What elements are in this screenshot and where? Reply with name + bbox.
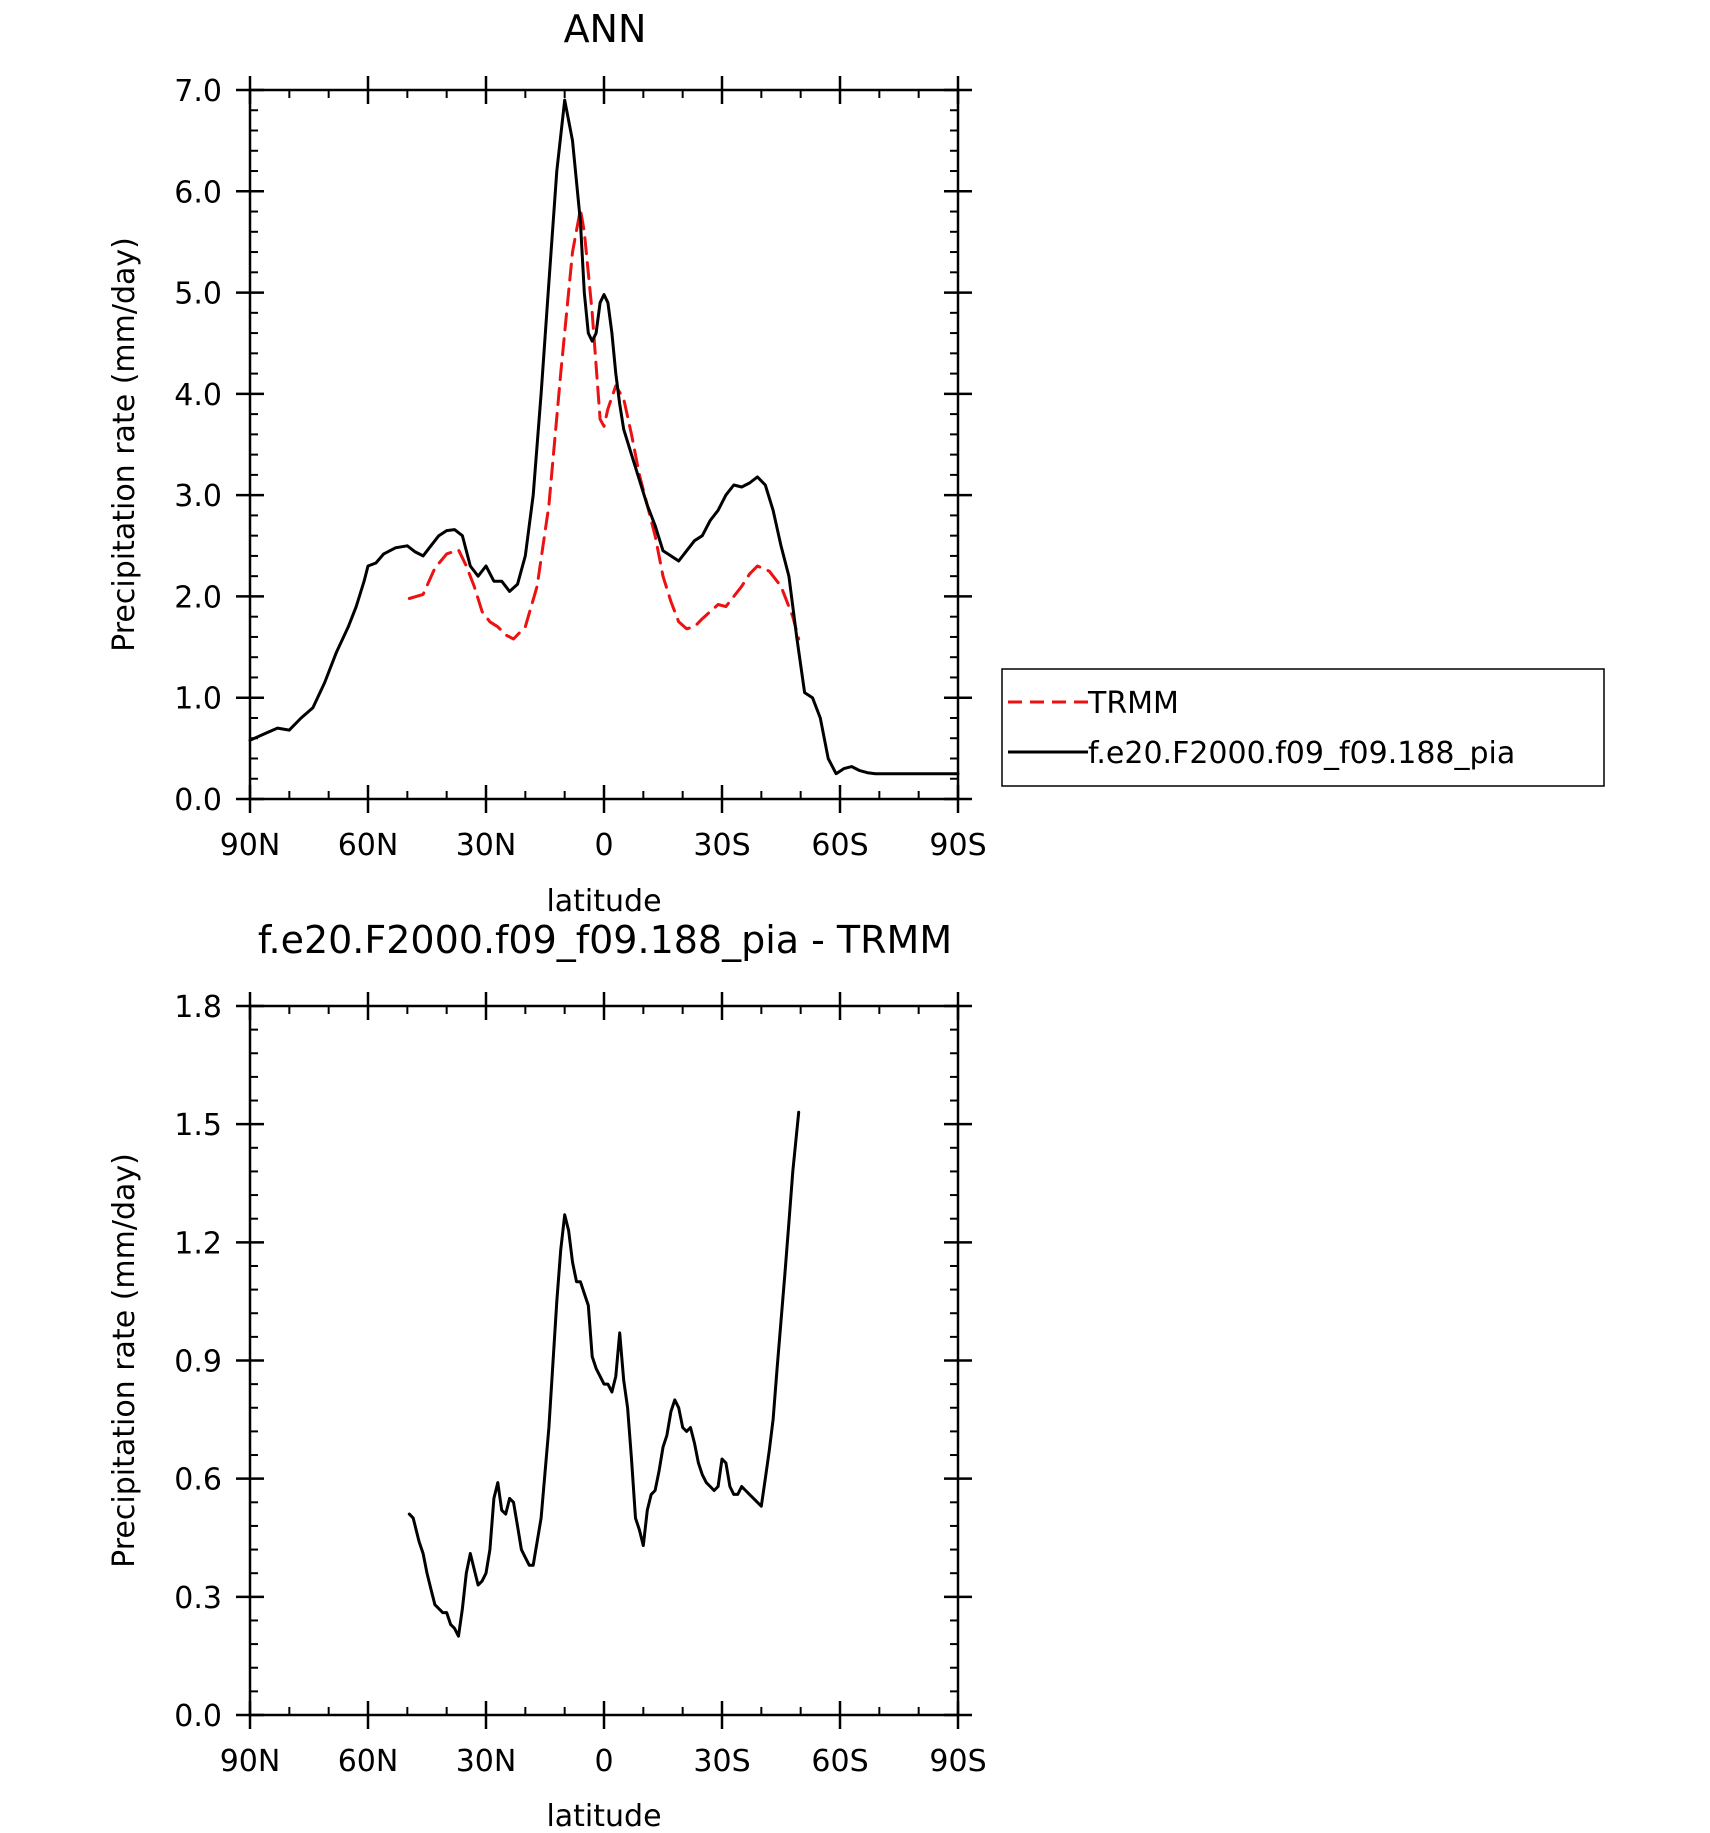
legend-label-model: f.e20.F2000.f09_f09.188_pia xyxy=(1088,736,1515,771)
bottom-x-tick-label: 30S xyxy=(693,1744,750,1779)
bottom-y-tick-label: 0.0 xyxy=(174,1699,222,1734)
top-x-tick-label: 90N xyxy=(220,828,281,863)
bottom-chart-title: f.e20.F2000.f09_f09.188_pia - TRMM xyxy=(258,918,952,962)
bottom-y-axis-label: Precipitation rate (mm/day) xyxy=(107,1153,142,1568)
top-y-tick-label: 6.0 xyxy=(174,175,222,210)
top-x-tick-label: 90S xyxy=(929,828,986,863)
top-y-tick-label: 7.0 xyxy=(174,74,222,109)
top-x-tick-label: 0 xyxy=(594,828,613,863)
top-plot-frame xyxy=(248,88,960,801)
legend-box xyxy=(1001,668,1605,787)
bottom-y-tick-label: 1.5 xyxy=(174,1108,222,1143)
top-series-line-0 xyxy=(407,208,801,641)
bottom-y-tick-label: 1.8 xyxy=(174,990,222,1025)
bottom-x-tick-label: 90N xyxy=(220,1744,281,1779)
bottom-series-line-0 xyxy=(407,1110,801,1638)
top-series-line-1 xyxy=(248,98,960,776)
top-x-tick-label: 60S xyxy=(811,828,868,863)
bottom-x-tick-label: 60N xyxy=(338,1744,399,1779)
top-panel: ANN 90N 60N 30N 0 30S 60S 90S 0.0 1.0 2.0 3.0 4.0 5.… xyxy=(107,7,1605,919)
top-x-tick-label: 30N xyxy=(456,828,517,863)
bottom-y-tick-label: 0.6 xyxy=(174,1463,222,1498)
top-x-axis-label: latitude xyxy=(546,884,661,919)
top-y-tick-label: 4.0 xyxy=(174,378,222,413)
top-y-tick-label: 5.0 xyxy=(174,277,222,312)
top-chart-title: ANN xyxy=(564,7,647,51)
legend-label-trmm: TRMM xyxy=(1087,686,1179,721)
top-series-group xyxy=(248,98,960,776)
legend: TRMM f.e20.F2000.f09_f09.188_pia xyxy=(1001,668,1605,787)
top-axis-ticks: 90N 60N 30N 0 30S 60S 90S 0.0 1.0 2.0 3.0 4.0 5.0 6.0… xyxy=(174,74,986,863)
bottom-series-group xyxy=(407,1110,801,1638)
top-y-tick-label: 2.0 xyxy=(174,580,222,615)
bottom-x-tick-label: 30N xyxy=(456,1744,517,1779)
bottom-panel: f.e20.F2000.f09_f09.188_pia - TRMM 90N 60… xyxy=(107,918,987,1833)
bottom-x-tick-label: 90S xyxy=(929,1744,986,1779)
bottom-y-tick-label: 1.2 xyxy=(174,1226,222,1261)
bottom-y-tick-label: 0.9 xyxy=(174,1345,222,1380)
bottom-x-tick-label: 60S xyxy=(811,1744,868,1779)
top-y-tick-label: 3.0 xyxy=(174,479,222,514)
bottom-plot-frame xyxy=(248,1004,960,1717)
bottom-axis-ticks: 90N 60N 30N 0 30S 60S 90S 0.0 0.3 0.6 0.9 1.2 1.5 1.8 xyxy=(174,990,986,1779)
bottom-y-tick-label: 0.3 xyxy=(174,1581,222,1616)
top-x-tick-label: 60N xyxy=(338,828,399,863)
top-y-tick-label: 1.0 xyxy=(174,682,222,717)
bottom-x-tick-label: 0 xyxy=(594,1744,613,1779)
top-x-tick-label: 30S xyxy=(693,828,750,863)
bottom-x-axis-label: latitude xyxy=(546,1799,661,1833)
top-y-axis-label: Precipitation rate (mm/day) xyxy=(107,237,142,652)
top-y-tick-label: 0.0 xyxy=(174,783,222,818)
